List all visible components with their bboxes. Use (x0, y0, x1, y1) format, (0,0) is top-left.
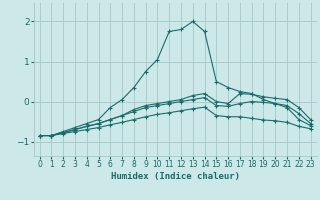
X-axis label: Humidex (Indice chaleur): Humidex (Indice chaleur) (111, 172, 240, 181)
